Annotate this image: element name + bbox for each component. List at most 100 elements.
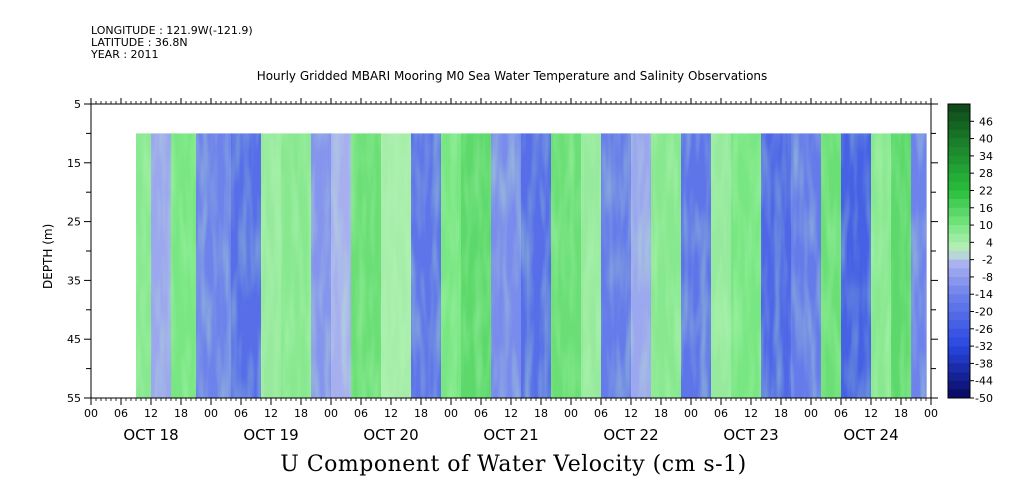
colorbar-swatch	[948, 251, 970, 260]
colorbar-swatch	[948, 276, 970, 286]
plot-area	[136, 133, 927, 398]
colorbar-label: 4	[986, 236, 993, 249]
y-tick-label: 15	[67, 157, 81, 170]
colorbar-swatch	[948, 199, 970, 209]
colorbar-label: 10	[979, 219, 993, 232]
x-hour-tick-label: 00	[804, 407, 818, 420]
colorbar-swatch	[948, 129, 970, 139]
x-hour-tick-label: 12	[744, 407, 758, 420]
x-hour-tick-label: 18	[654, 407, 668, 420]
x-hour-tick-label: 18	[774, 407, 788, 420]
x-hour-tick-label: 00	[684, 407, 698, 420]
x-day-label: OCT 23	[723, 426, 778, 444]
chart-title: Hourly Gridded MBARI Mooring M0 Sea Wate…	[256, 69, 768, 83]
y-tick-label: 55	[67, 392, 81, 405]
x-hour-tick-label: 06	[834, 407, 848, 420]
colorbar-swatch	[948, 190, 970, 200]
colorbar-swatch	[948, 294, 970, 304]
colorbar-label: 34	[979, 150, 993, 163]
colorbar-swatch	[948, 104, 970, 113]
colorbar-swatch	[948, 285, 970, 295]
x-hour-tick-label: 00	[444, 407, 458, 420]
x-hour-tick-label: 00	[924, 407, 938, 420]
x-hour-tick-label: 12	[264, 407, 278, 420]
x-day-label: OCT 22	[603, 426, 658, 444]
colorbar-label: -38	[975, 357, 993, 370]
x-hour-tick-label: 18	[414, 407, 428, 420]
x-day-label: OCT 18	[123, 426, 178, 444]
colorbar-swatch	[948, 354, 970, 364]
colorbar-swatch	[948, 389, 970, 399]
colorbar-swatch	[948, 164, 970, 174]
x-hour-tick-label: 00	[324, 407, 338, 420]
velocity-texture	[136, 133, 926, 398]
colorbar-swatch	[948, 112, 970, 122]
x-hour-tick-label: 18	[174, 407, 188, 420]
colorbar-label: -20	[975, 306, 993, 319]
colorbar-swatch	[948, 311, 970, 321]
x-day-label: OCT 24	[843, 426, 898, 444]
colorbar-swatch	[948, 147, 970, 157]
y-axis-label: DEPTH (m)	[41, 224, 55, 289]
colorbar-swatch	[948, 207, 970, 217]
x-hour-tick-label: 00	[564, 407, 578, 420]
x-hour-tick-label: 06	[474, 407, 488, 420]
y-tick-label: 25	[67, 216, 81, 229]
x-hour-tick-label: 06	[354, 407, 368, 420]
x-hour-tick-label: 18	[534, 407, 548, 420]
x-hour-tick-label: 18	[294, 407, 308, 420]
colorbar-label: -32	[975, 340, 993, 353]
x-hour-tick-label: 12	[864, 407, 878, 420]
colorbar-label: -44	[975, 375, 993, 388]
colorbar-frame	[947, 103, 971, 399]
colorbar-swatch	[948, 233, 970, 243]
y-tick-label: 5	[74, 98, 81, 111]
x-day-label: OCT 19	[243, 426, 298, 444]
colorbar-swatch	[948, 337, 970, 347]
x-hour-tick-label: 00	[204, 407, 218, 420]
colorbar-label: 16	[979, 202, 993, 215]
colorbar-swatch	[948, 372, 970, 382]
y-tick-label: 35	[67, 274, 81, 287]
colorbar-swatch	[948, 346, 970, 356]
colorbar-swatch	[948, 320, 970, 330]
x-hour-tick-label: 12	[624, 407, 638, 420]
latitude-label: LATITUDE : 36.8N	[91, 36, 188, 49]
colorbar-label: 40	[979, 133, 993, 146]
colorbar-swatch	[948, 181, 970, 191]
colorbar-label: 46	[979, 115, 993, 128]
colorbar-label: 28	[979, 167, 993, 180]
colorbar-swatch	[948, 225, 970, 235]
variable-title: U Component of Water Velocity (cm s-1)	[280, 452, 747, 477]
colorbar-swatch	[948, 380, 970, 390]
x-hour-tick-label: 06	[114, 407, 128, 420]
x-hour-tick-label: 06	[234, 407, 248, 420]
colorbar-swatch	[948, 268, 970, 278]
colorbar: 46 40 34 28 22 16 10 4 -2 -8 -14 -20 -26 -32 -38 -44 -50	[947, 103, 993, 405]
colorbar-swatch	[948, 155, 970, 165]
colorbar-swatch	[948, 216, 970, 226]
colorbar-label: 22	[979, 184, 993, 197]
x-hour-tick-label: 06	[714, 407, 728, 420]
colorbar-swatch	[948, 242, 970, 252]
x-hour-tick-label: 12	[144, 407, 158, 420]
colorbar-label: -50	[975, 392, 993, 405]
longitude-label: LONGITUDE : 121.9W(-121.9)	[91, 24, 253, 37]
colorbar-swatch	[948, 138, 970, 148]
x-hour-tick-label: 12	[504, 407, 518, 420]
x-day-label: OCT 21	[483, 426, 538, 444]
colorbar-swatch	[948, 259, 970, 269]
x-hour-tick-label: 12	[384, 407, 398, 420]
colorbar-label: -26	[975, 323, 993, 336]
colorbar-label: -8	[982, 271, 993, 284]
colorbar-swatch	[948, 328, 970, 338]
colorbar-swatch	[948, 302, 970, 312]
colorbar-swatch	[948, 173, 970, 183]
axes: 00 06 12 18 00 06 12 18 00 06 12 18 00 06 12 18 00 06 12 18…	[67, 98, 938, 444]
x-hour-tick-label: 00	[84, 407, 98, 420]
x-hour-tick-label: 18	[894, 407, 908, 420]
x-hour-tick-label: 06	[594, 407, 608, 420]
y-tick-label: 45	[67, 333, 81, 346]
x-day-label: OCT 20	[363, 426, 418, 444]
